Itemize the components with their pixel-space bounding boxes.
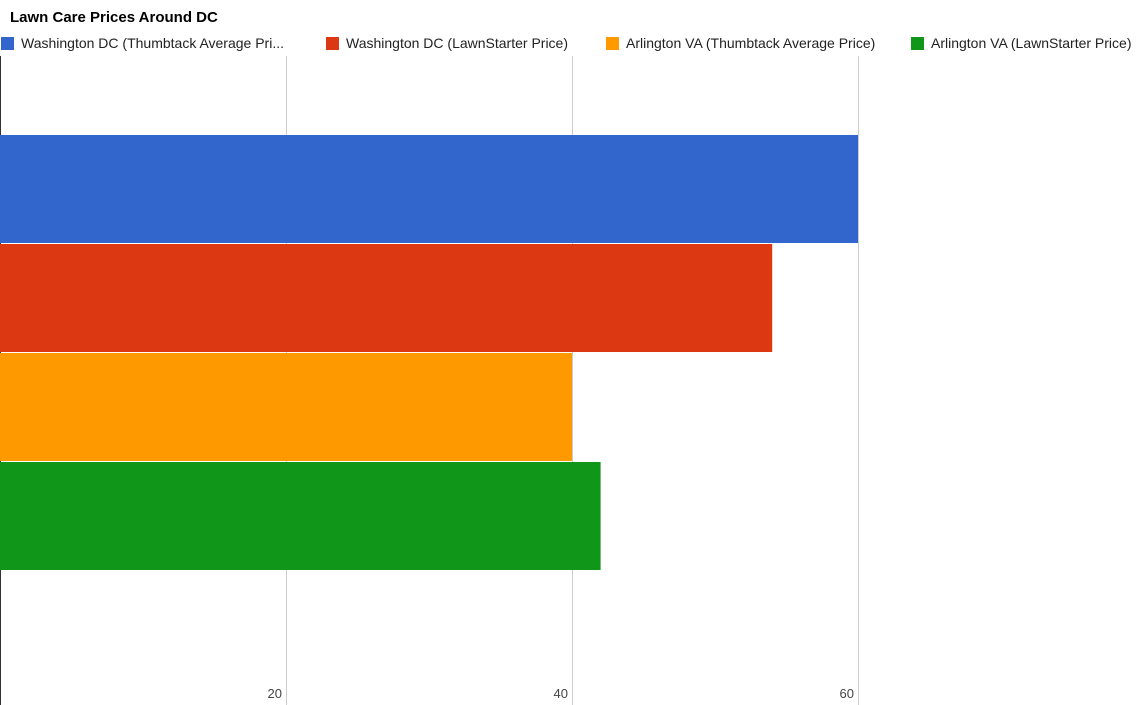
legend-swatch — [326, 36, 339, 50]
bar-3[interactable] — [0, 353, 572, 461]
legend-item-arlington-lawnstarter[interactable]: Arlington VA (LawnStarter Price) — [911, 33, 1132, 53]
legend-item-washington-lawnstarter[interactable]: Washington DC (LawnStarter Price) — [326, 33, 568, 53]
legend-item-washington-thumbtack[interactable]: Washington DC (Thumbtack Average Pri... — [1, 33, 284, 53]
x-tick-label-20: 20 — [268, 686, 282, 701]
legend-swatch — [911, 36, 924, 50]
bar-1[interactable] — [0, 135, 858, 243]
x-tick-label-60: 60 — [840, 686, 854, 701]
bar-4[interactable] — [0, 462, 601, 570]
chart-title: Lawn Care Prices Around DC — [10, 9, 218, 26]
bar-2[interactable] — [0, 244, 773, 352]
legend: Washington DC (Thumbtack Average Pri... … — [0, 33, 1145, 53]
legend-swatch — [606, 36, 619, 50]
legend-item-arlington-thumbtack[interactable]: Arlington VA (Thumbtack Average Price) — [606, 33, 875, 53]
x-tick-label-40: 40 — [554, 686, 568, 701]
legend-swatch — [1, 36, 14, 50]
